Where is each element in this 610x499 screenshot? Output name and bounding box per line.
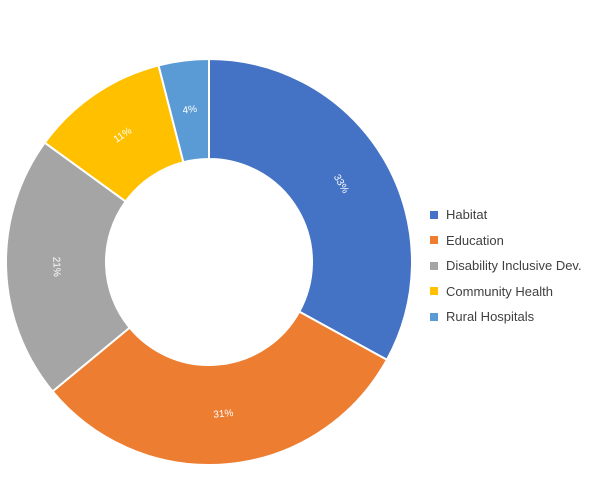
legend-swatch-disability-inclusive-dev: [430, 261, 438, 270]
slice-rural-hospitals: [157, 57, 210, 164]
legend-label-education: Education: [446, 232, 504, 248]
legend-item-rural-hospitals: Rural Hospitals: [430, 304, 582, 330]
legend-label-disability-inclusive-dev: Disability Inclusive Dev.: [446, 258, 582, 274]
data-label-education: 31%: [213, 408, 234, 421]
legend-label-rural-hospitals: Rural Hospitals: [446, 309, 535, 325]
legend-swatch-community-health: [430, 287, 438, 296]
legend-swatch-habitat: [430, 210, 438, 219]
legend: Habitat Education Disability Inclusive D…: [430, 202, 582, 330]
legend-item-community-health: Community Health: [430, 279, 582, 305]
legend-swatch-rural-hospitals: [430, 312, 438, 321]
legend-swatch-education: [430, 236, 438, 245]
legend-item-disability-inclusive-dev: Disability Inclusive Dev.: [430, 253, 582, 279]
data-label-disability-inclusive-dev: 21%: [50, 257, 62, 277]
slice-disability-inclusive-dev: [5, 141, 132, 393]
legend-label-community-health: Community Health: [446, 283, 553, 299]
slice-habitat: [208, 57, 413, 362]
legend-item-habitat: Habitat: [430, 202, 582, 228]
legend-item-education: Education: [430, 228, 582, 254]
legend-label-habitat: Habitat: [446, 207, 488, 223]
data-label-rural-hospitals: 4%: [182, 104, 198, 117]
donut-slices: [5, 57, 413, 466]
slice-education: [51, 310, 389, 466]
